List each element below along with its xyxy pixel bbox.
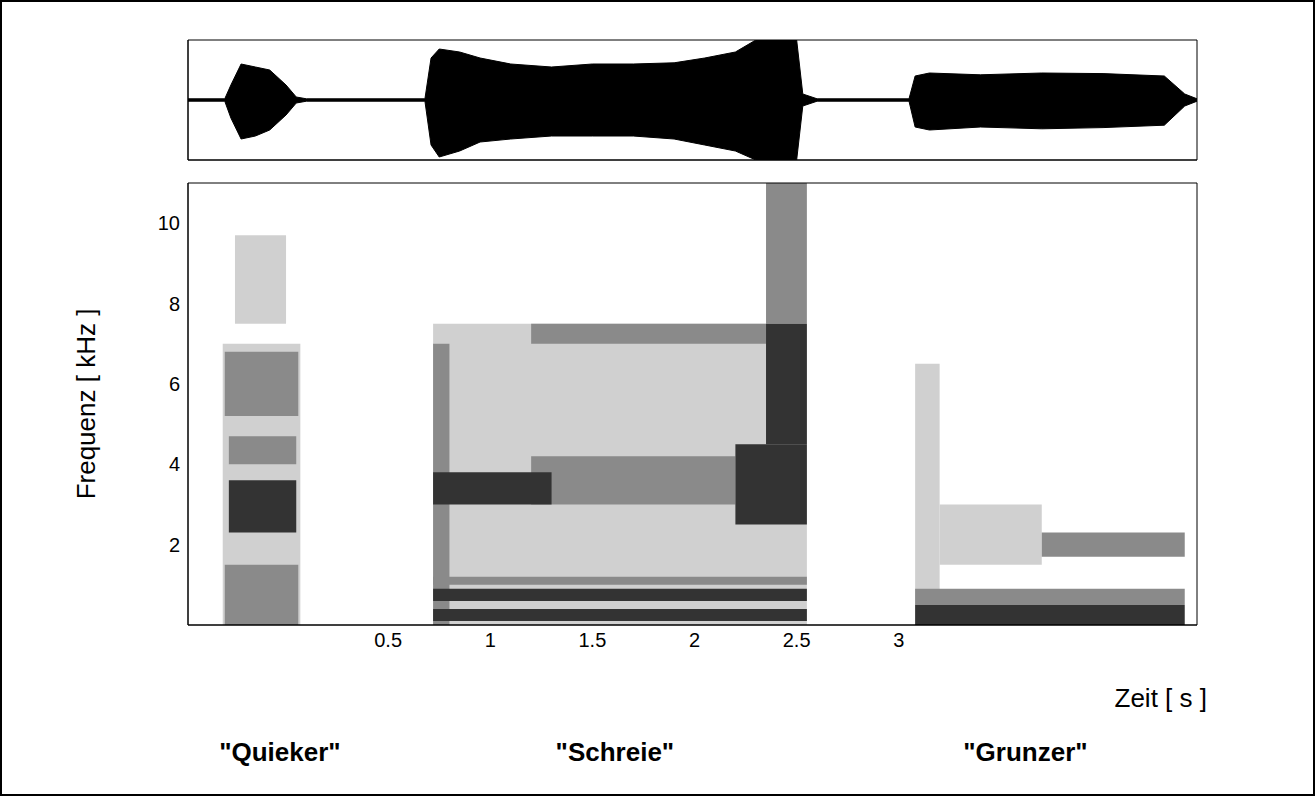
svg-text:Frequenz [ kHz ]: Frequenz [ kHz ]	[71, 309, 101, 500]
html-text:"Schreie": "Schreie"	[555, 737, 675, 767]
svg-text:6: 6	[169, 373, 180, 395]
svg-text:4: 4	[169, 453, 180, 475]
svg-text:2.5: 2.5	[783, 629, 811, 651]
svg-text:8: 8	[169, 293, 180, 315]
svg-text:1.5: 1.5	[579, 629, 607, 651]
svg-text:10: 10	[158, 212, 180, 234]
svg-text:0.5: 0.5	[374, 629, 402, 651]
svg-text:Zeit [ s ]: Zeit [ s ]	[1115, 683, 1207, 713]
svg-text:1: 1	[485, 629, 496, 651]
svg-text:2: 2	[689, 629, 700, 651]
svg-text:2: 2	[169, 534, 180, 556]
html-text:"Grunzer": "Grunzer"	[963, 737, 1088, 767]
html-text:"Quieker": "Quieker"	[219, 737, 341, 767]
svg-text:3: 3	[893, 629, 904, 651]
